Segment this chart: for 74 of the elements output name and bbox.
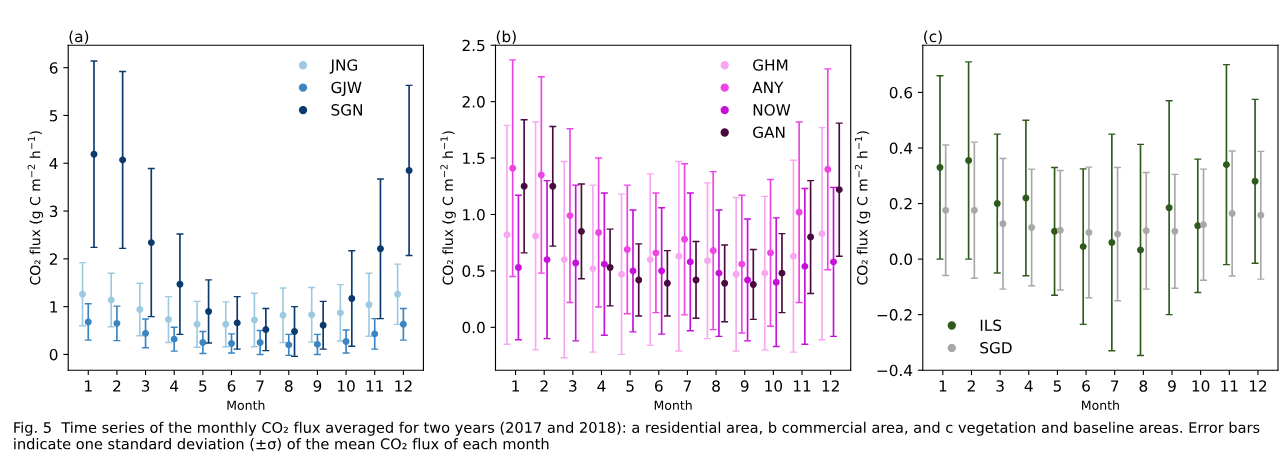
x-tick-label: 7	[256, 380, 264, 392]
x-tick-label: 5	[626, 380, 634, 392]
y-tick-label: −0.2	[877, 309, 912, 321]
legend-label: ILS	[980, 319, 1002, 332]
x-tick-label: 7	[1111, 380, 1119, 392]
x-tick-label: 5	[1053, 380, 1061, 392]
x-tick-label: 11	[793, 380, 811, 392]
x-tick-label: 3	[569, 380, 577, 392]
x-tick-label: 4	[170, 380, 179, 392]
y-tick-label: 0.0	[889, 253, 913, 266]
y-tick-label: 0.2	[889, 198, 912, 210]
y-tick-label: 2.5	[462, 39, 485, 52]
x-axis-title: Month	[654, 400, 692, 410]
x-tick-label: 2	[540, 380, 548, 392]
legend-label: GJW	[331, 81, 362, 97]
chart-title: (b)	[496, 30, 516, 45]
x-tick-label: 2	[113, 380, 121, 392]
x-tick-label: 1	[512, 380, 519, 392]
y-tick-label: 4	[49, 157, 58, 170]
y-tick-label: 2.0	[462, 96, 485, 108]
legend-label: SGD	[980, 341, 1012, 354]
x-tick-label: 8	[712, 380, 720, 392]
x-tick-label: 11	[1221, 380, 1238, 392]
y-axis-title: CO₂ flux (g C m$^{−2}$ h$^{−1}$)	[27, 131, 44, 285]
x-tick-label: 7	[683, 380, 691, 392]
y-tick-label: 0.4	[889, 142, 913, 155]
y-tick-label: 1.0	[463, 208, 485, 221]
y-axis-title: CO₂ flux (g C m$^{−2}$ h$^{−1}$)	[440, 131, 456, 285]
y-axis-title: CO₂ flux (g C m$^{−2}$ h$^{−1}$)	[854, 131, 871, 285]
x-tick-label: 8	[1139, 380, 1148, 392]
x-tick-label: 2	[967, 380, 975, 392]
chart-title: (c)	[924, 30, 942, 45]
y-tick-label: 3	[49, 205, 58, 218]
y-tick-label: 1	[50, 301, 58, 313]
caption: Fig. 5 Time series of the monthly CO₂ flux averaged for two years (2017 and 2018): a residential area, b commercial area, and c vegetation and baseline areas. Error bars indicate one standard deviation (±σ) of the mean CO₂ flux of each month	[14, 421, 1260, 452]
x-tick-label: 4	[597, 380, 606, 392]
y-tick-label: 0	[49, 348, 58, 361]
x-tick-label: 12	[395, 380, 412, 392]
legend-label: GHM	[753, 59, 788, 71]
y-tick-label: 0.5	[462, 265, 485, 277]
x-axis-title: Month	[227, 400, 265, 410]
legend-label: SGN	[331, 104, 362, 116]
legend-label: GAN	[753, 126, 785, 139]
x-tick-label: 9	[1168, 380, 1176, 392]
y-tick-label: 5	[49, 110, 58, 122]
x-tick-label: 6	[654, 380, 663, 392]
x-tick-label: 4	[1024, 380, 1033, 392]
x-tick-label: 12	[822, 380, 839, 392]
x-tick-label: 3	[141, 380, 150, 392]
y-tick-label: 1.5	[463, 152, 485, 165]
x-axis-title: Month	[1082, 400, 1119, 410]
x-tick-label: 9	[313, 380, 322, 392]
legend-label: NOW	[753, 104, 791, 116]
x-tick-label: 5	[199, 380, 207, 392]
x-tick-label: 1	[939, 380, 947, 392]
y-tick-label: 0.0	[462, 321, 485, 334]
y-tick-label: 2	[49, 253, 57, 265]
y-tick-label: 0.6	[889, 86, 913, 99]
x-tick-label: 11	[366, 380, 384, 392]
x-tick-label: 1	[85, 380, 92, 392]
x-tick-label: 9	[740, 380, 749, 392]
legend-label: JNG	[329, 59, 358, 74]
x-tick-label: 6	[1082, 380, 1090, 392]
y-tick-label: −0.4	[877, 364, 913, 377]
y-tick-label: 6	[49, 62, 58, 74]
x-tick-label: 10	[765, 380, 783, 392]
x-tick-label: 3	[996, 380, 1004, 392]
x-tick-label: 10	[338, 380, 355, 392]
x-tick-label: 10	[1192, 380, 1210, 392]
x-tick-label: 6	[227, 380, 236, 392]
x-tick-label: 12	[1249, 380, 1267, 392]
legend-label: ANY	[752, 81, 784, 93]
chart-title: (a)	[69, 30, 89, 45]
x-tick-label: 8	[284, 380, 293, 392]
